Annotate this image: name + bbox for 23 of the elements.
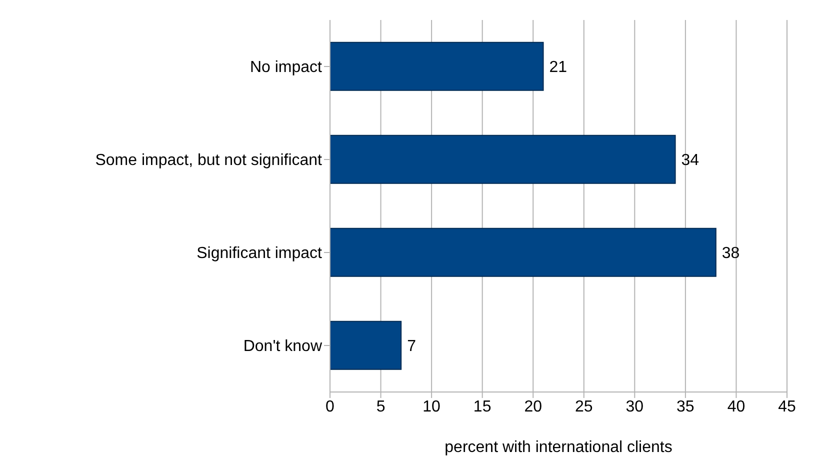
bar bbox=[330, 134, 676, 184]
data-label: 21 bbox=[549, 59, 568, 76]
x-tick-label: 35 bbox=[676, 398, 694, 416]
x-axis-title: percent with international clients bbox=[444, 439, 672, 456]
x-tick-label: 15 bbox=[473, 398, 492, 416]
bar bbox=[330, 228, 716, 277]
y-tick-label: Significant impact bbox=[196, 245, 323, 262]
y-tick-label: No impact bbox=[250, 59, 323, 76]
x-tick-label: 30 bbox=[626, 398, 644, 416]
x-tick-label: 5 bbox=[376, 398, 386, 416]
data-label: 38 bbox=[722, 245, 740, 262]
data-label: 34 bbox=[681, 152, 700, 169]
bar bbox=[330, 42, 544, 91]
x-tick-label: 40 bbox=[727, 398, 746, 416]
bar bbox=[330, 320, 402, 370]
y-tick-label: Don't know bbox=[243, 338, 322, 356]
x-tick-label: 25 bbox=[574, 398, 593, 416]
y-tick-label: Some impact, but not significant bbox=[95, 152, 323, 170]
x-tick-label: 45 bbox=[778, 398, 796, 416]
x-tick-label: 0 bbox=[326, 398, 335, 416]
x-tick-label: 10 bbox=[422, 398, 441, 416]
x-tick-label: 20 bbox=[524, 398, 542, 416]
data-label: 7 bbox=[407, 338, 416, 355]
